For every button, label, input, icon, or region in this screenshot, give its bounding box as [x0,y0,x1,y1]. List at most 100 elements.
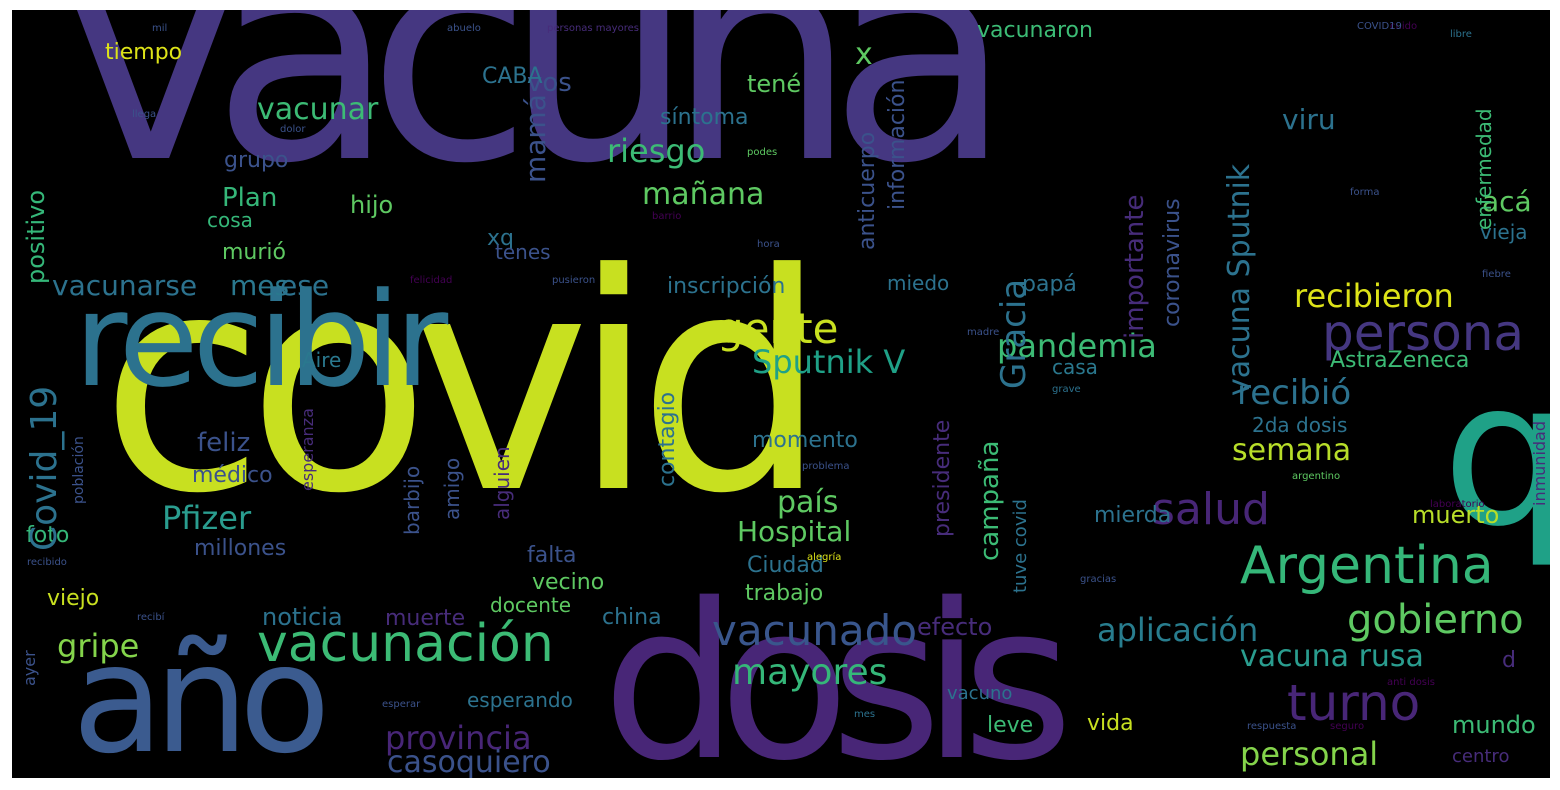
word-recibieron: recibieron [1294,277,1454,315]
word-coronavirus: coronavirus [1160,198,1185,327]
word-covid19: Covid_19 [24,385,65,551]
word-falta: falta [527,543,577,568]
word-tene: tené [747,70,802,98]
word-enfermedad: enfermedad [1472,108,1496,230]
word-vacunacion: vacunación [257,614,554,674]
word-pandemia: pandemia [997,327,1157,365]
word-vos: vos [527,68,572,98]
word-papa: papá [1022,272,1077,297]
word-mierda: mierda [1094,503,1172,528]
word-aca: acá [1482,185,1532,218]
word-vecino: vecino [532,570,605,595]
word-recibir: recibir [74,264,448,416]
word-laboratorio: laboratorio [1430,499,1485,510]
word-mil: mil [152,23,168,34]
word-inscripcion: inscripción [667,274,786,299]
word-vacunarusa: vacuna rusa [1240,639,1424,674]
word-x: x [855,37,873,72]
word-presidente: presidente [930,419,955,537]
word-vacunasputnik: vacuna Sputnik [1222,163,1257,396]
word-q: q [1442,338,1550,571]
word-viejo: viejo [47,586,100,611]
word-personasmayores: personas mayores [547,23,639,34]
word-cosa: cosa [207,208,253,232]
word-tuvecovid: tuve covid [1010,499,1031,593]
word-efecto: efecto [917,613,993,641]
word-covid: covid [100,210,828,559]
word-poblacion: población [71,436,87,504]
word-tenes: tenes [495,240,551,264]
word-fiebre: fiebre [1482,269,1511,280]
word-cloud: vacuna covid dosis año recibir q vacunación Arg… [12,10,1550,778]
word-felicidad: felicidad [410,275,453,286]
word-recibio: recibió [1237,373,1352,413]
word-noticia: noticia [262,603,343,631]
word-aire: Aire [302,348,342,372]
word-vacuno: vacuno [947,683,1013,704]
word-barbijo: barbijo [400,465,424,535]
word-casoquiero: casoquiero [387,745,551,778]
word-ciudad: Ciudad [747,553,824,578]
word-millones: millones [194,536,287,561]
word-centro: centro [1452,746,1510,767]
word-esperar: esperar [382,699,421,710]
word-antidosis: anti dosis [1387,677,1436,688]
word-informacion: información [885,79,910,210]
word-respuesta: respuesta [1247,721,1297,732]
word-mundo: mundo [1452,711,1536,739]
word-recibi: recibí [137,612,165,623]
word-recibido: recibido [27,557,67,568]
word-madre: madre [967,327,1000,338]
word-aplicacion: aplicación [1097,611,1259,649]
word-leve: leve [987,713,1034,738]
word-vida: vida [1087,711,1134,736]
word-amigo: amigo [440,457,464,520]
word-positivo: positivo [22,189,50,284]
word-vacunaron: vacunaron [977,18,1093,43]
word-persona: persona [1322,304,1525,362]
word-vieja: vieja [1480,220,1528,244]
word-momento: momento [752,428,858,453]
word-foto: foto [26,523,70,548]
word-vacunarse: vacunarse [52,269,198,302]
word-china: china [602,605,662,630]
word-trabajo: trabajo [745,581,824,606]
word-pais: país [777,485,839,520]
word-campana: campaña [975,440,1005,561]
word-vacuna: vacuna [62,10,1012,229]
word-riesgo: riesgo [607,132,706,170]
word-hospital: Hospital [737,515,852,548]
word-covid19b: COVID19 [1357,21,1402,32]
word-vacunar: vacunar [257,92,379,127]
word-gracia: Gracia [994,278,1034,389]
word-medico: médico [192,463,273,488]
word-salud: salud [1152,484,1270,535]
word-ese: ese [280,269,330,302]
word-viru: viru [1282,103,1336,136]
word-gobierno: gobierno [1347,597,1524,643]
word-docente: docente [490,593,572,617]
word-pfizer: Pfizer [162,499,252,537]
word-mayores: mayores [732,652,888,693]
word-gripe: gripe [57,627,140,665]
word-barrio: barrio [652,211,682,222]
word-gente: gente [717,304,839,353]
word-esperanza: esperanza [298,408,317,491]
word-sputnikv: Sputnik V [752,343,906,381]
word-astrazeneca: AstraZeneca [1330,348,1470,373]
word-seguro: seguro [1330,721,1365,732]
word-semana: semana [1232,433,1352,468]
word-grave: grave [1052,384,1081,395]
word-personal: personal [1240,735,1379,773]
word-libre: libre [1450,29,1472,40]
word-mama: mamá [519,94,552,183]
word-murio: murió [222,240,286,265]
word-miedo: miedo [887,271,950,295]
word-dolor: dolor [280,124,306,135]
word-argentina: Argentina [1240,536,1494,596]
word-hora: hora [757,239,780,250]
word-importante: importante [1120,194,1150,339]
word-gracias: gracias [1080,574,1117,585]
word-llega: llega [132,109,157,120]
word-xq: xq [487,226,514,251]
